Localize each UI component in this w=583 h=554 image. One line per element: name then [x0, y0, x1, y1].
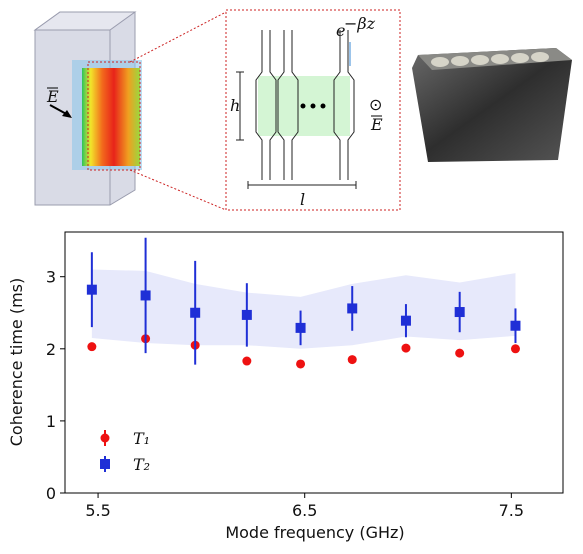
device-photo — [412, 48, 572, 162]
out-of-plane-symbol: ⊙ — [369, 95, 382, 114]
height-label: h — [230, 96, 240, 115]
x-tick-label: 6.5 — [292, 501, 317, 520]
marker — [296, 359, 306, 369]
marker — [140, 290, 151, 301]
confidence-band — [91, 269, 516, 349]
decay-exponent: −βz — [344, 14, 376, 33]
marker — [295, 322, 306, 333]
x-axis-label: Mode frequency (GHz) — [225, 523, 404, 542]
x-tick-label: 5.5 — [85, 501, 110, 520]
field-label: E — [46, 87, 59, 106]
marker — [510, 344, 520, 354]
marker — [401, 343, 411, 353]
y-axis-label: Coherence time (ms) — [7, 278, 26, 447]
marker — [242, 356, 252, 366]
legend-label: T₁ — [133, 429, 150, 448]
marker — [190, 307, 201, 318]
marker — [87, 342, 97, 352]
zoom-line — [129, 11, 227, 63]
marker — [510, 320, 521, 331]
simulation-image: E — [33, 11, 142, 206]
y-tick-label: 3 — [46, 268, 56, 287]
legend-label: T₂ — [133, 455, 150, 474]
marker — [454, 307, 465, 318]
field-label: E — [370, 115, 383, 134]
marker — [86, 284, 97, 295]
marker — [400, 315, 411, 326]
zoom-line — [129, 169, 227, 211]
plot-frame — [64, 231, 564, 494]
legend-swatch — [100, 433, 110, 443]
legend-swatch — [100, 459, 110, 469]
y-tick-label: 1 — [46, 412, 56, 431]
marker — [241, 309, 252, 320]
y-tick-label: 0 — [46, 484, 56, 503]
chart: Mode frequency (GHz) Coherence time (ms)… — [7, 231, 564, 542]
x-tick-label: 7.5 — [499, 501, 524, 520]
marker — [347, 355, 357, 365]
marker — [455, 348, 465, 358]
schematic: h l e −βz ⊙ E — [225, 9, 401, 211]
y-tick-label: 2 — [46, 340, 56, 359]
decay-base: e — [336, 21, 345, 40]
length-label: l — [300, 190, 305, 209]
marker — [347, 303, 358, 314]
